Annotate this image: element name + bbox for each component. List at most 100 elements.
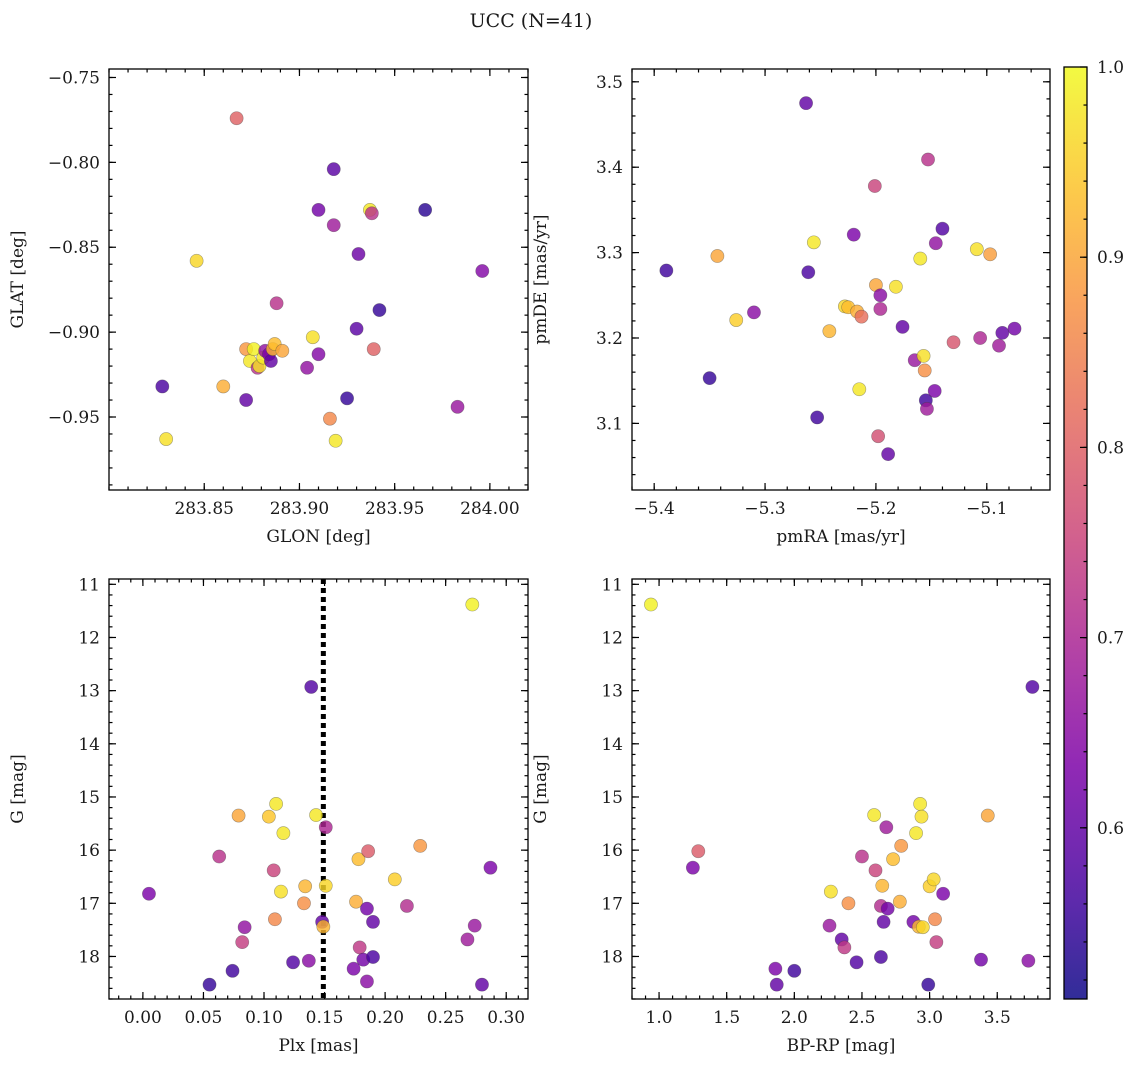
scatter-point xyxy=(231,808,246,823)
scatter-point xyxy=(928,236,943,251)
scatter-point xyxy=(915,920,930,935)
scatter-point xyxy=(311,347,326,362)
scatter-point xyxy=(995,325,1010,340)
y-tick-label: 13 xyxy=(78,682,100,702)
scatter-point xyxy=(801,265,816,280)
x-axis-label: BP-RP [mag] xyxy=(787,1036,896,1056)
scatter-point xyxy=(418,202,433,217)
scatter-point xyxy=(269,296,284,311)
scatter-point xyxy=(483,860,498,875)
scatter-point xyxy=(854,309,869,324)
y-tick-label: −0.85 xyxy=(48,238,100,258)
scatter-point xyxy=(810,410,825,425)
y-axis-label: GLAT [deg] xyxy=(8,230,28,328)
scatter-point xyxy=(155,379,170,394)
y-tick-label: 18 xyxy=(601,947,623,967)
scatter-point xyxy=(297,896,311,911)
scatter-point xyxy=(875,878,890,893)
scatter-point xyxy=(450,399,465,414)
scatter-point xyxy=(349,321,364,336)
subplot-3: 0.00 0.05 0.10 0.15 0.20 0.25 0.30 11 12 13 14 15 16… xyxy=(8,575,529,1056)
scatter-points xyxy=(659,96,1022,462)
scatter-point xyxy=(892,894,907,909)
scatter-point xyxy=(871,429,886,444)
scatter-point xyxy=(822,918,837,933)
scatter-point xyxy=(852,382,867,397)
scatter-point xyxy=(326,218,341,233)
scatter-point xyxy=(326,162,341,177)
scatter-point xyxy=(366,915,380,929)
scatter-point xyxy=(921,152,935,167)
y-tick-label: 14 xyxy=(78,735,100,755)
scatter-point xyxy=(1021,953,1036,968)
axes-frame xyxy=(108,68,529,491)
scatter-point xyxy=(318,878,333,893)
scatter-point xyxy=(769,977,784,992)
scatter-point xyxy=(916,349,931,363)
colorbar-gradient xyxy=(1064,67,1087,999)
scatter-point xyxy=(142,886,156,901)
scatter-point xyxy=(787,963,802,978)
y-tick-label: 17 xyxy=(601,894,623,914)
scatter-point xyxy=(364,206,379,221)
scatter-point xyxy=(873,302,888,316)
scatter-point xyxy=(881,447,896,462)
scatter-point xyxy=(235,935,250,950)
scatter-point xyxy=(366,342,381,357)
colorbar-tick-label: 1.0 xyxy=(1097,58,1124,78)
scatter-point xyxy=(239,393,254,407)
scatter-point xyxy=(894,838,909,853)
scatter-point xyxy=(846,227,861,242)
x-tick-label: 3.5 xyxy=(984,1008,1011,1028)
colorbar-tick-label: 0.8 xyxy=(1097,438,1124,458)
x-tick-label: 2.0 xyxy=(781,1008,808,1028)
scatter-point xyxy=(387,872,402,887)
scatter-point xyxy=(946,335,961,350)
scatter-point xyxy=(475,264,490,278)
y-tick-label: 3.1 xyxy=(596,414,623,434)
scatter-point xyxy=(926,872,941,887)
colorbar-frame xyxy=(1063,66,1088,1000)
scatter-point xyxy=(935,221,950,236)
subplot-1: 283.85 283.90 283.95 284.00 −0.95 −0.90 −0.85 −… xyxy=(8,68,529,547)
x-tick-label: −5.4 xyxy=(634,499,675,519)
scatter-point xyxy=(311,202,326,217)
scatter-point xyxy=(691,844,706,859)
scatter-point xyxy=(372,303,387,317)
scatter-point xyxy=(360,901,374,916)
scatter-point xyxy=(475,977,489,992)
axes-frame xyxy=(108,578,529,1000)
y-tick-label: 14 xyxy=(601,735,623,755)
scatter-point xyxy=(927,384,942,398)
y-tick-label: −0.80 xyxy=(48,153,100,173)
scatter-point xyxy=(914,809,929,824)
scatter-point xyxy=(300,360,314,375)
scatter-point xyxy=(868,863,883,878)
scatter-point xyxy=(969,242,984,257)
y-tick-label: 11 xyxy=(78,575,100,595)
scatter-point xyxy=(928,912,942,927)
scatter-point xyxy=(921,977,936,992)
scatter-point xyxy=(309,808,323,822)
scatter-point xyxy=(983,247,998,262)
y-tick-label: 12 xyxy=(78,628,100,648)
scatter-point xyxy=(913,796,928,811)
scatter-point xyxy=(268,912,282,927)
x-tick-label: 0.30 xyxy=(487,1008,525,1028)
x-tick-label: 3.0 xyxy=(916,1008,943,1028)
x-tick-label: 284.00 xyxy=(460,499,519,519)
y-tick-label: 12 xyxy=(601,628,623,648)
scatter-point xyxy=(275,343,290,358)
scatter-point xyxy=(973,331,988,345)
scatter-points xyxy=(155,111,490,448)
scatter-point xyxy=(189,253,204,268)
scatter-point xyxy=(366,950,380,964)
y-tick-label: 15 xyxy=(78,788,100,808)
scatter-point xyxy=(729,313,744,327)
y-tick-label: 13 xyxy=(601,682,623,702)
ticks xyxy=(631,579,1050,1000)
axes-frame xyxy=(631,578,1051,1000)
scatter-point xyxy=(269,796,284,811)
y-tick-label: −0.75 xyxy=(48,68,100,88)
